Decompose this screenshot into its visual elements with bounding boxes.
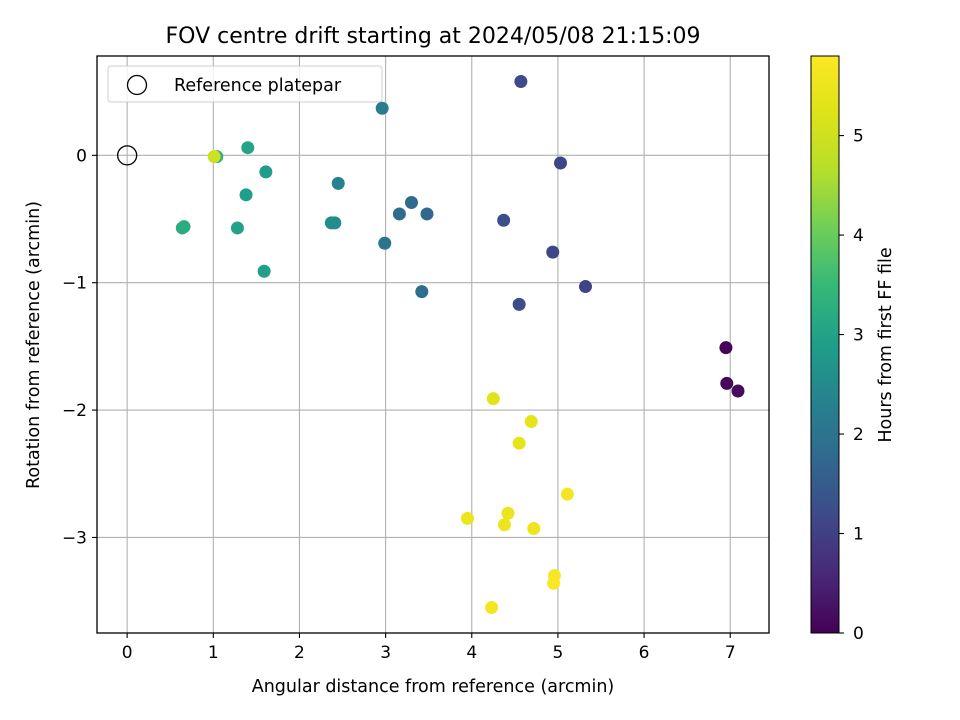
colorbar-tick-label-1: 1 <box>853 525 864 545</box>
data-point-34 <box>485 601 499 615</box>
x-axis-ticks: 0 1 2 3 4 5 6 7 <box>122 633 736 663</box>
y-tick-label-1: −1 <box>62 274 87 294</box>
y-tick-label-2: −2 <box>62 401 87 421</box>
data-point-19 <box>239 188 253 202</box>
x-tick-label-4: 4 <box>466 643 477 663</box>
data-point-26 <box>486 392 500 406</box>
data-point-14 <box>375 101 389 115</box>
x-tick-label-7: 7 <box>725 643 736 663</box>
data-point-6 <box>514 74 528 88</box>
data-point-27 <box>524 415 538 429</box>
colorbar-ticks: 0 1 2 3 4 5 <box>839 127 864 644</box>
data-point-33 <box>560 487 574 501</box>
x-tick-label-5: 5 <box>553 643 564 663</box>
data-point-7 <box>512 297 526 311</box>
legend-box <box>107 65 383 103</box>
data-point-30 <box>501 506 515 520</box>
x-tick-label-3: 3 <box>380 643 391 663</box>
x-axis-label: Angular distance from reference (arcmin) <box>252 677 615 697</box>
colorbar-tick-label-3: 3 <box>853 326 864 346</box>
colorbar-tick-label-2: 2 <box>853 425 864 445</box>
data-point-31 <box>498 518 512 532</box>
x-tick-label-2: 2 <box>294 643 305 663</box>
x-tick-label-0: 0 <box>122 643 133 663</box>
y-tick-label-0: 0 <box>76 146 87 166</box>
grid <box>97 56 769 633</box>
x-tick-label-1: 1 <box>208 643 219 663</box>
legend-marker-reference <box>126 74 148 96</box>
plot-frame <box>96 55 770 634</box>
data-point-18 <box>259 165 273 179</box>
colorbar-label: Hours from first FF file <box>876 247 896 442</box>
reference-marker <box>117 145 138 166</box>
data-point-21 <box>230 221 244 235</box>
data-point-32 <box>527 522 541 536</box>
y-axis-ticks: 0 −1 −2 −3 <box>62 146 97 548</box>
data-point-28 <box>512 436 526 450</box>
data-points <box>117 74 745 615</box>
legend-label-reference: Reference platepar <box>174 76 342 96</box>
colorbar-tick-label-4: 4 <box>853 226 864 246</box>
y-tick-label-3: −3 <box>62 528 87 548</box>
data-point-0 <box>719 341 733 355</box>
data-point-4 <box>546 245 560 259</box>
data-point-15 <box>331 176 345 190</box>
data-point-24 <box>175 221 189 235</box>
data-point-13 <box>378 236 392 250</box>
data-point-12 <box>415 285 429 299</box>
data-point-20 <box>257 264 271 278</box>
data-point-22 <box>241 141 255 155</box>
data-point-37 <box>207 150 221 164</box>
y-axis-label: Rotation from reference (arcmin) <box>24 201 44 489</box>
data-point-3 <box>578 280 592 294</box>
colorbar-tick-label-0: 0 <box>853 624 864 644</box>
x-tick-label-6: 6 <box>639 643 650 663</box>
colorbar-tick-label-5: 5 <box>853 127 864 147</box>
data-point-2 <box>731 384 745 398</box>
data-point-11 <box>392 207 406 221</box>
data-point-1 <box>720 376 734 390</box>
colorbar: 0 1 2 3 4 5 Hours from first FF file <box>810 55 896 644</box>
data-point-9 <box>420 207 434 221</box>
data-point-10 <box>404 195 418 209</box>
data-point-17 <box>324 216 338 230</box>
data-point-36 <box>547 576 561 590</box>
legend: Reference platepar <box>107 65 383 103</box>
colorbar-gradient <box>810 55 840 634</box>
data-point-5 <box>554 156 568 170</box>
data-point-29 <box>460 511 474 525</box>
chart-title: FOV centre drift starting at 2024/05/08 … <box>166 24 701 49</box>
data-point-8 <box>497 213 511 227</box>
